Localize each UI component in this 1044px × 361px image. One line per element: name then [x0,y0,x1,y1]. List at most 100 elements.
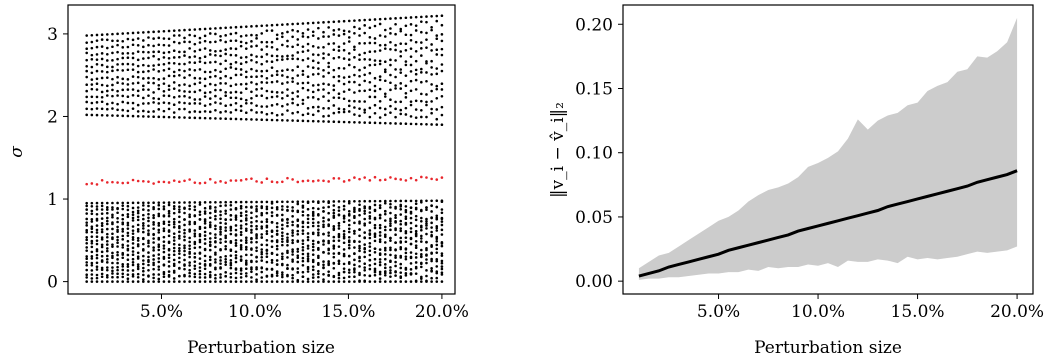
black-point [162,227,166,230]
black-point [131,31,135,35]
black-point [311,30,315,34]
black-point [152,276,155,280]
black-point [414,218,418,222]
black-point [90,113,94,117]
black-point [188,264,191,267]
black-point [347,120,351,124]
black-point [142,254,145,258]
black-point [131,107,135,110]
black-point [414,122,418,126]
black-point [373,41,377,45]
black-point [147,43,150,47]
red-point [404,179,408,182]
black-point [358,53,361,57]
black-point [363,100,366,103]
black-point [239,109,243,113]
black-point [224,40,227,44]
black-point [85,217,88,221]
left-y-tick-label: 2 [47,107,58,127]
black-point [162,235,166,239]
black-point [286,75,289,79]
black-point [435,229,439,232]
black-point [162,201,166,204]
black-point [136,230,140,233]
black-point [281,257,284,261]
black-point [394,122,397,125]
black-point [224,271,227,274]
black-point [147,280,150,283]
black-point [105,52,109,56]
black-point [188,268,191,272]
black-point [244,70,248,74]
black-point [301,232,305,235]
black-point [291,276,294,280]
black-point [358,220,361,224]
black-point [286,249,289,253]
black-point [198,234,202,238]
black-point [126,114,130,118]
black-point [389,269,392,272]
black-point [389,58,392,62]
black-point [425,240,428,244]
black-point [229,240,233,243]
black-point [208,90,212,94]
black-point [224,67,227,71]
black-point [234,101,238,105]
black-point [383,70,387,74]
black-point [311,119,315,123]
red-point [224,181,227,184]
black-point [317,67,320,70]
black-point [172,40,176,44]
right-x-tick-label: 20.0% [990,302,1044,322]
black-point [265,69,269,73]
black-point [100,266,104,270]
black-point [198,60,202,63]
black-point [286,217,289,221]
black-point [162,220,166,224]
black-point [430,107,433,111]
black-point [301,259,305,263]
black-point [167,253,171,257]
black-point [440,113,444,117]
black-point [440,47,444,51]
black-point [270,261,274,264]
black-point [378,234,382,237]
black-point [219,225,222,229]
black-point [229,200,233,204]
black-point [378,252,382,255]
black-point [85,107,88,111]
black-point [193,260,197,263]
black-point [131,238,135,241]
black-point [214,214,217,218]
black-point [347,75,351,79]
black-point [383,257,387,261]
black-point [219,273,222,276]
black-point [404,255,408,258]
black-point [435,257,439,261]
black-point [260,225,264,228]
black-point [363,222,366,225]
black-point [136,58,140,62]
black-point [167,223,171,227]
black-point [260,266,264,269]
black-point [167,234,171,238]
black-point [244,34,248,37]
black-point [296,247,300,251]
black-point [420,115,423,119]
black-point [116,108,119,112]
black-point [373,37,377,40]
black-point [296,30,300,33]
black-point [425,38,428,41]
black-point [157,108,161,111]
black-point [131,225,135,228]
black-point [353,275,356,279]
black-point [275,207,279,211]
black-point [420,216,423,220]
black-point [219,227,222,231]
black-point [198,232,202,236]
black-point [317,61,320,65]
black-point [229,76,233,80]
black-point [229,225,233,229]
black-point [95,235,99,239]
black-point [167,270,171,273]
